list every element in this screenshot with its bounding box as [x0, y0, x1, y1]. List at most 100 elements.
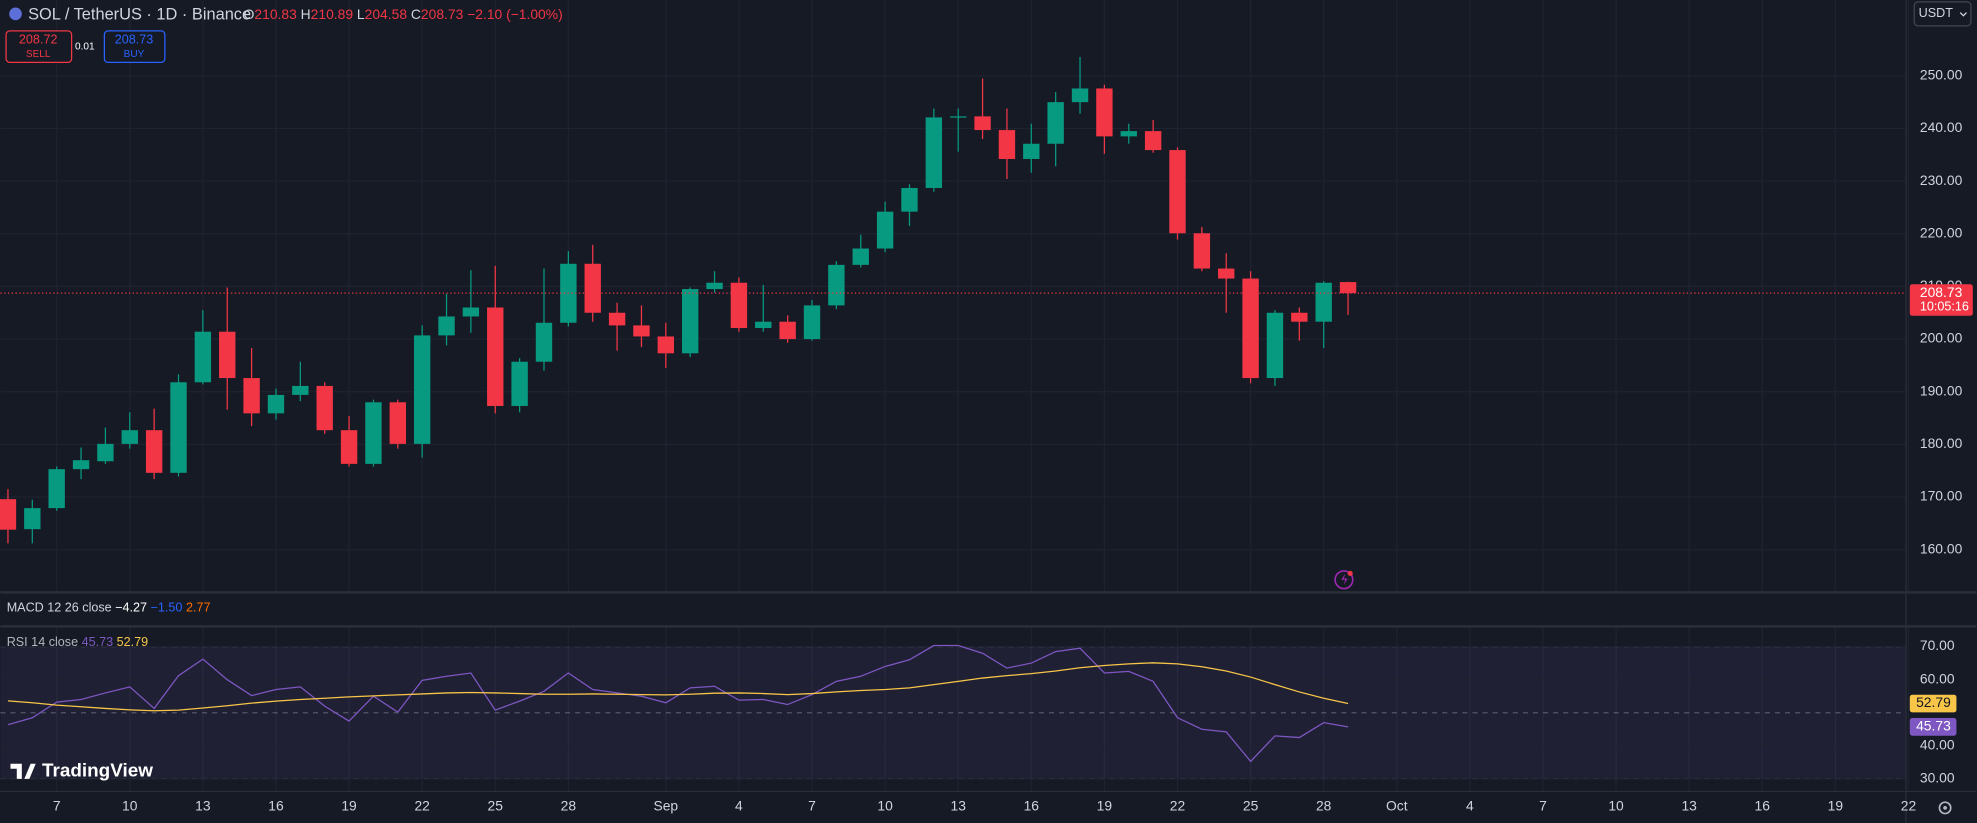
settings-center[interactable]	[1943, 805, 1947, 810]
candle-body	[48, 469, 65, 509]
rsi-line	[7, 662, 1349, 712]
candle-body	[1193, 233, 1211, 269]
settings-gear[interactable]	[1938, 801, 1952, 815]
candle-body	[535, 322, 553, 362]
candle-body	[974, 116, 991, 131]
grid	[0, 0, 1910, 792]
x-tick-label: 16	[268, 797, 284, 813]
watermark-logo	[10, 763, 36, 779]
buy-box[interactable]	[103, 30, 166, 64]
candle-body	[1144, 131, 1162, 151]
macd-reading: −4.27	[115, 601, 147, 615]
x-tick-label: 10	[122, 797, 138, 813]
x-tick-label: 19	[341, 797, 357, 813]
candle-body	[876, 211, 894, 249]
candle-body	[1169, 150, 1186, 234]
y-tick-label: 190.00	[1920, 382, 1963, 398]
rsi-value-tag	[1909, 694, 1957, 713]
y-tick-label: 200.00	[1920, 330, 1963, 346]
macd-title: MACD 12 26 close	[7, 601, 112, 615]
macd-reading: 2.77	[186, 601, 211, 615]
sell-price[interactable]: 208.72	[19, 33, 58, 47]
currency-button[interactable]: USDT	[1913, 1, 1972, 27]
candle-body	[1047, 102, 1064, 144]
buy-price[interactable]: 208.73	[115, 33, 154, 47]
x-tick-label: 13	[1681, 797, 1697, 813]
candle-body	[1071, 88, 1089, 103]
x-tick-label: 22	[414, 797, 430, 813]
y-tick-label: 180.00	[1920, 435, 1963, 451]
x-tick-label: 13	[195, 797, 211, 813]
candle-body	[121, 430, 138, 444]
change: −2.10 (−1.00%)	[467, 6, 563, 22]
x-tick-label: 4	[735, 797, 743, 813]
rsi-tick-label: 40.00	[1920, 736, 1955, 752]
candle-body	[1266, 312, 1284, 379]
spread: 0.01	[75, 41, 95, 52]
y-tick-label: 230.00	[1920, 172, 1963, 188]
x-tick-label: 25	[1243, 797, 1259, 813]
candle-body	[657, 336, 675, 354]
candle-body	[998, 130, 1016, 160]
buy-label[interactable]: BUY	[124, 49, 145, 60]
countdown: 10:05:16	[1920, 299, 1969, 313]
alert-circle[interactable]	[1334, 570, 1354, 590]
rsi-legend: RSI 14 close 45.73 52.79	[7, 635, 148, 649]
sell-box[interactable]	[5, 30, 73, 64]
x-tick-label: 22	[1901, 797, 1917, 813]
x-tick-label: 7	[1539, 797, 1547, 813]
candle-body	[511, 361, 528, 406]
candle-body	[852, 248, 869, 265]
settings-icon[interactable]	[1938, 801, 1952, 815]
candle-body	[97, 443, 114, 462]
x-tick-label: 13	[950, 797, 966, 813]
candle-body	[243, 378, 260, 414]
ohlc-value: 210.89	[311, 6, 354, 22]
marks	[0, 56, 1907, 763]
candle-body	[438, 316, 455, 336]
rsi-tick-label: 70.00	[1920, 637, 1955, 653]
x-tick-label: 28	[1316, 797, 1332, 813]
watermark: TradingView	[10, 760, 153, 781]
ohlc-key: H	[301, 6, 311, 22]
candle-body	[267, 394, 285, 414]
x-tick-label: 25	[488, 797, 504, 813]
ohlc-key: L	[357, 6, 365, 22]
x-tick-label: 16	[1755, 797, 1771, 813]
last-price: 208.73	[1920, 284, 1963, 300]
alert-dot[interactable]	[1347, 570, 1353, 576]
sell-label[interactable]: SELL	[26, 49, 51, 60]
candle-body	[0, 499, 17, 530]
buy-button[interactable]: 208.73 BUY	[103, 30, 166, 64]
symbol-title: SOL / TetherUS · 1D · Binance	[28, 5, 251, 23]
candle-body	[950, 116, 967, 118]
candle-body	[292, 385, 309, 395]
alert-icon[interactable]	[1334, 570, 1354, 590]
candle-body	[706, 282, 723, 290]
candle-body	[170, 382, 187, 473]
x-tick-label: 22	[1170, 797, 1186, 813]
candle-body	[755, 321, 772, 329]
sell-button[interactable]: 208.72 SELL	[5, 30, 73, 64]
candle-body	[681, 289, 699, 354]
candle-body	[1218, 268, 1235, 279]
candle-body	[194, 331, 212, 383]
y-tick-label: 170.00	[1920, 488, 1963, 504]
ohlc-legend: O210.83 H210.89 L204.58 C208.73 −2.10 (−…	[244, 6, 563, 22]
candle-body	[925, 117, 943, 188]
candle-body	[487, 307, 504, 406]
candle-body	[608, 312, 626, 326]
alert-bolt[interactable]	[1341, 573, 1348, 585]
x-tick-label: 4	[1466, 797, 1474, 813]
y-tick-label: 250.00	[1920, 66, 1963, 82]
currency[interactable]: USDT	[1919, 6, 1954, 20]
dropdown-arrow[interactable]	[1959, 12, 1967, 17]
x-tick-label: Oct	[1386, 797, 1408, 813]
currency-box[interactable]	[1913, 1, 1972, 27]
x-tick-label: 10	[1608, 797, 1624, 813]
candle-body	[1315, 282, 1332, 322]
candle-body	[901, 187, 918, 212]
rsi-title: RSI 14 close	[7, 635, 78, 649]
x-tick-label: 28	[561, 797, 577, 813]
candle-body	[1023, 143, 1040, 160]
